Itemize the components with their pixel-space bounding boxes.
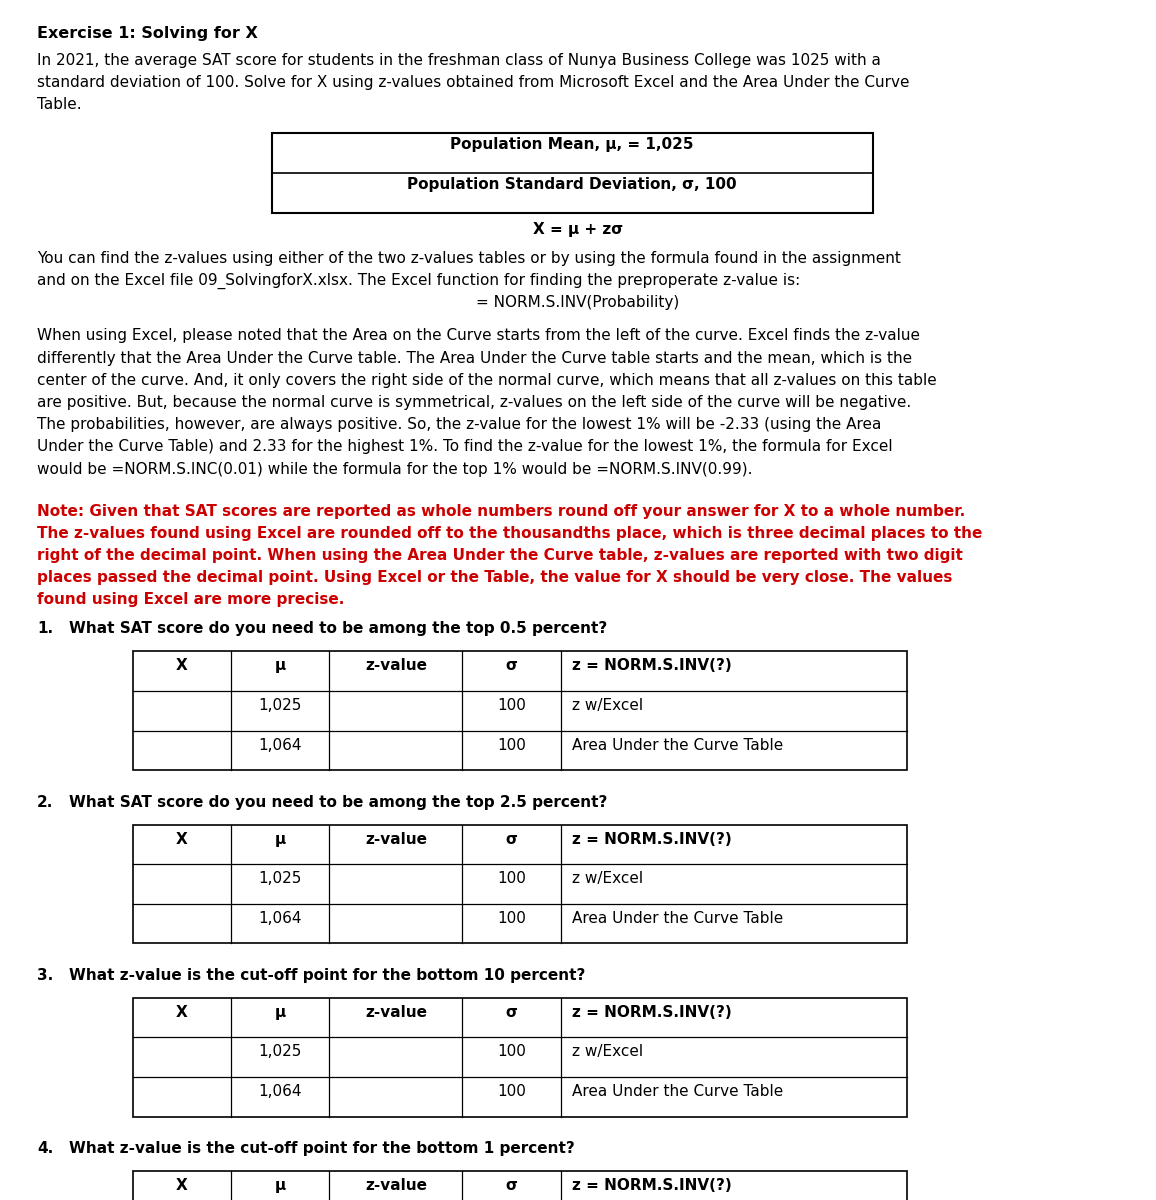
Text: z = NORM.S.INV(?): z = NORM.S.INV(?) <box>572 1178 732 1193</box>
Text: X: X <box>176 832 188 847</box>
Text: μ: μ <box>275 832 286 847</box>
Bar <box>133 824 907 943</box>
Bar <box>272 133 873 212</box>
Text: and on the Excel file 09_SolvingforX.xlsx. The Excel function for finding the pr: and on the Excel file 09_SolvingforX.xls… <box>37 272 800 289</box>
Text: σ: σ <box>505 1004 518 1020</box>
Text: standard deviation of 100. Solve for X using z-values obtained from Microsoft Ex: standard deviation of 100. Solve for X u… <box>37 76 910 90</box>
Text: differently that the Area Under the Curve table. The Area Under the Curve table : differently that the Area Under the Curv… <box>37 350 912 366</box>
Text: The probabilities, however, are always positive. So, the z-value for the lowest : The probabilities, however, are always p… <box>37 418 881 432</box>
Text: 1,025: 1,025 <box>259 698 302 713</box>
Text: Area Under the Curve Table: Area Under the Curve Table <box>572 1084 784 1099</box>
Bar <box>133 652 907 770</box>
Text: What z-value is the cut-off point for the bottom 10 percent?: What z-value is the cut-off point for th… <box>69 967 586 983</box>
Bar <box>133 1171 907 1200</box>
Text: z-value: z-value <box>365 659 427 673</box>
Text: z-value: z-value <box>365 1004 427 1020</box>
Text: found using Excel are more precise.: found using Excel are more precise. <box>37 593 344 607</box>
Text: 100: 100 <box>497 871 526 887</box>
Text: Under the Curve Table) and 2.33 for the highest 1%. To find the z-value for the : Under the Curve Table) and 2.33 for the … <box>37 439 892 455</box>
Text: 4.: 4. <box>37 1141 53 1156</box>
Text: X: X <box>176 1178 188 1193</box>
Text: 3.: 3. <box>37 967 53 983</box>
Text: 100: 100 <box>497 1084 526 1099</box>
Text: μ: μ <box>275 1004 286 1020</box>
Text: center of the curve. And, it only covers the right side of the normal curve, whi: center of the curve. And, it only covers… <box>37 373 936 388</box>
Text: z w/Excel: z w/Excel <box>572 871 644 887</box>
Text: z = NORM.S.INV(?): z = NORM.S.INV(?) <box>572 832 732 847</box>
Text: 1.: 1. <box>37 622 53 636</box>
Text: In 2021, the average SAT score for students in the freshman class of Nunya Busin: In 2021, the average SAT score for stude… <box>37 53 881 68</box>
Text: When using Excel, please noted that the Area on the Curve starts from the left o: When using Excel, please noted that the … <box>37 329 920 343</box>
Bar <box>133 997 907 1116</box>
Text: σ: σ <box>505 832 518 847</box>
Text: right of the decimal point. When using the Area Under the Curve table, z-values : right of the decimal point. When using t… <box>37 548 963 563</box>
Text: σ: σ <box>505 1178 518 1193</box>
Text: z = NORM.S.INV(?): z = NORM.S.INV(?) <box>572 1004 732 1020</box>
Text: You can find the z-values using either of the two z-values tables or by using th: You can find the z-values using either o… <box>37 251 901 265</box>
Text: 1,025: 1,025 <box>259 1044 302 1060</box>
Text: 1,025: 1,025 <box>259 871 302 887</box>
Text: μ: μ <box>275 1178 286 1193</box>
Text: z = NORM.S.INV(?): z = NORM.S.INV(?) <box>572 659 732 673</box>
Text: What SAT score do you need to be among the top 0.5 percent?: What SAT score do you need to be among t… <box>69 622 608 636</box>
Text: Area Under the Curve Table: Area Under the Curve Table <box>572 738 784 752</box>
Text: Population Standard Deviation, σ, 100: Population Standard Deviation, σ, 100 <box>407 176 738 192</box>
Text: 100: 100 <box>497 738 526 752</box>
Text: Exercise 1: Solving for X: Exercise 1: Solving for X <box>37 26 258 41</box>
Text: z w/Excel: z w/Excel <box>572 698 644 713</box>
Text: Area Under the Curve Table: Area Under the Curve Table <box>572 911 784 926</box>
Text: are positive. But, because the normal curve is symmetrical, z-values on the left: are positive. But, because the normal cu… <box>37 395 911 410</box>
Text: μ: μ <box>275 659 286 673</box>
Text: X: X <box>176 659 188 673</box>
Text: 100: 100 <box>497 698 526 713</box>
Text: Note: Given that SAT scores are reported as whole numbers round off your answer : Note: Given that SAT scores are reported… <box>37 504 965 518</box>
Text: would be =NORM.S.INC(0.01) while the formula for the top 1% would be =NORM.S.INV: would be =NORM.S.INC(0.01) while the for… <box>37 462 753 476</box>
Text: The z-values found using Excel are rounded off to the thousandths place, which i: The z-values found using Excel are round… <box>37 526 983 541</box>
Text: z-value: z-value <box>365 1178 427 1193</box>
Text: 100: 100 <box>497 911 526 926</box>
Text: z w/Excel: z w/Excel <box>572 1044 644 1060</box>
Text: 1,064: 1,064 <box>259 1084 302 1099</box>
Text: 1,064: 1,064 <box>259 911 302 926</box>
Text: 2.: 2. <box>37 794 53 810</box>
Text: What SAT score do you need to be among the top 2.5 percent?: What SAT score do you need to be among t… <box>69 794 608 810</box>
Text: X: X <box>176 1004 188 1020</box>
Text: Population Mean, μ, = 1,025: Population Mean, μ, = 1,025 <box>451 137 694 151</box>
Text: z-value: z-value <box>365 832 427 847</box>
Text: What z-value is the cut-off point for the bottom 1 percent?: What z-value is the cut-off point for th… <box>69 1141 576 1156</box>
Text: σ: σ <box>505 659 518 673</box>
Text: X = μ + zσ: X = μ + zσ <box>533 222 623 236</box>
Text: places passed the decimal point. Using Excel or the Table, the value for X shoul: places passed the decimal point. Using E… <box>37 570 953 586</box>
Text: 1,064: 1,064 <box>259 738 302 752</box>
Text: = NORM.S.INV(Probability): = NORM.S.INV(Probability) <box>476 295 680 310</box>
Text: Table.: Table. <box>37 97 82 113</box>
Text: 100: 100 <box>497 1044 526 1060</box>
